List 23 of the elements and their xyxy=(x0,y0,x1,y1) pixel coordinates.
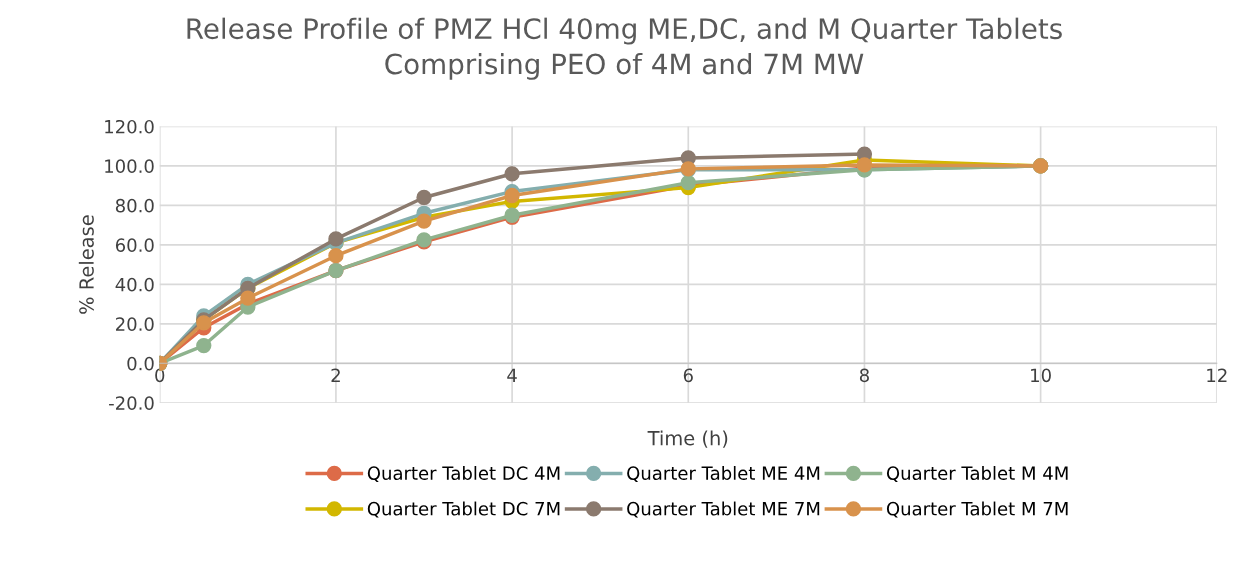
x-axis-title: Time (h) xyxy=(647,430,728,448)
legend-label: Quarter Tablet ME 7M xyxy=(627,501,820,518)
chart-title: Release Profile of PMZ HCl 40mg ME,DC, and M Quarter Tablets Comprising PEO of 4M and 7M MW xyxy=(187,17,1062,80)
y-axis-title: % Release xyxy=(78,215,94,314)
y-tick-label: 80.0 xyxy=(115,198,154,213)
y-tick-label: 120.0 xyxy=(105,119,154,134)
x-tick-label: 12 xyxy=(1207,368,1227,382)
legend-label: Quarter Tablet DC 4M xyxy=(367,466,560,483)
x-tick-label: 10 xyxy=(1031,368,1051,383)
legend-label: Quarter Tablet DC 7M xyxy=(367,501,560,518)
x-tick-label: 4 xyxy=(507,368,517,382)
y-tick-label: 20.0 xyxy=(116,317,154,331)
x-tick-label: 2 xyxy=(331,368,340,382)
y-tick-label: 100.0 xyxy=(105,159,154,174)
legend-label: Quarter Tablet M 4M xyxy=(886,466,1068,483)
y-tick-label: 60.0 xyxy=(115,238,154,252)
y-tick-label: 0.0 xyxy=(127,356,154,371)
legend-label: Quarter Tablet ME 4M xyxy=(627,466,820,483)
y-tick-label: 40.0 xyxy=(115,277,154,292)
x-tick-label: 8 xyxy=(859,368,869,383)
legend-label: Quarter Tablet M 7M xyxy=(886,501,1068,518)
y-tick-label: -20.0 xyxy=(109,396,154,410)
x-tick-label: 6 xyxy=(683,368,693,383)
